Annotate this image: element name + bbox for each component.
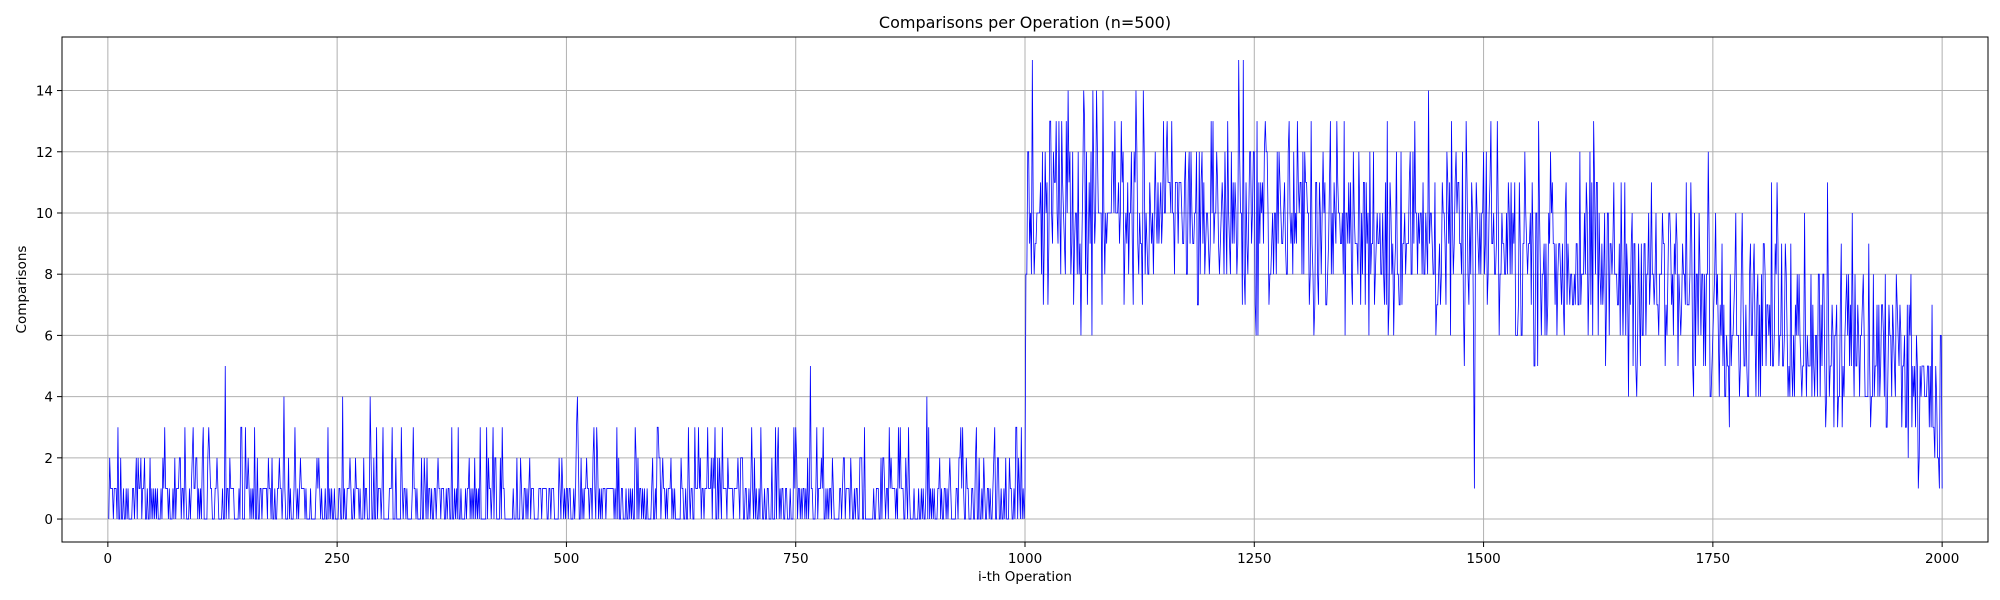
y-tick-label: 4 (44, 390, 53, 406)
series-layer (108, 59, 1943, 520)
x-axis-label: i-th Operation (978, 569, 1072, 585)
x-tick-label: 1250 (1237, 551, 1271, 567)
x-tick-label: 500 (554, 551, 580, 567)
y-tick-label: 10 (36, 206, 53, 222)
axis-ticks: 0 250 500 750 1000 1250 1500 1750 2000 0 2 4 6 8 10 12 1… (36, 84, 1960, 567)
y-tick-label: 0 (44, 512, 53, 528)
x-tick-label: 0 (104, 551, 113, 567)
x-tick-label: 1500 (1466, 551, 1500, 567)
y-tick-label: 12 (36, 145, 53, 161)
x-tick-label: 2000 (1925, 551, 1959, 567)
chart-title: Comparisons per Operation (n=500) (879, 13, 1171, 32)
x-tick-label: 1750 (1696, 551, 1730, 567)
x-tick-label: 750 (783, 551, 809, 567)
y-tick-label: 8 (44, 267, 53, 283)
x-tick-label: 250 (324, 551, 350, 567)
y-tick-label: 6 (44, 328, 53, 344)
x-tick-label: 1000 (1008, 551, 1042, 567)
y-axis-label: Comparisons (14, 246, 30, 334)
y-tick-label: 2 (44, 451, 53, 467)
series-line-comparisons (108, 59, 1943, 520)
y-tick-label: 14 (36, 84, 53, 100)
